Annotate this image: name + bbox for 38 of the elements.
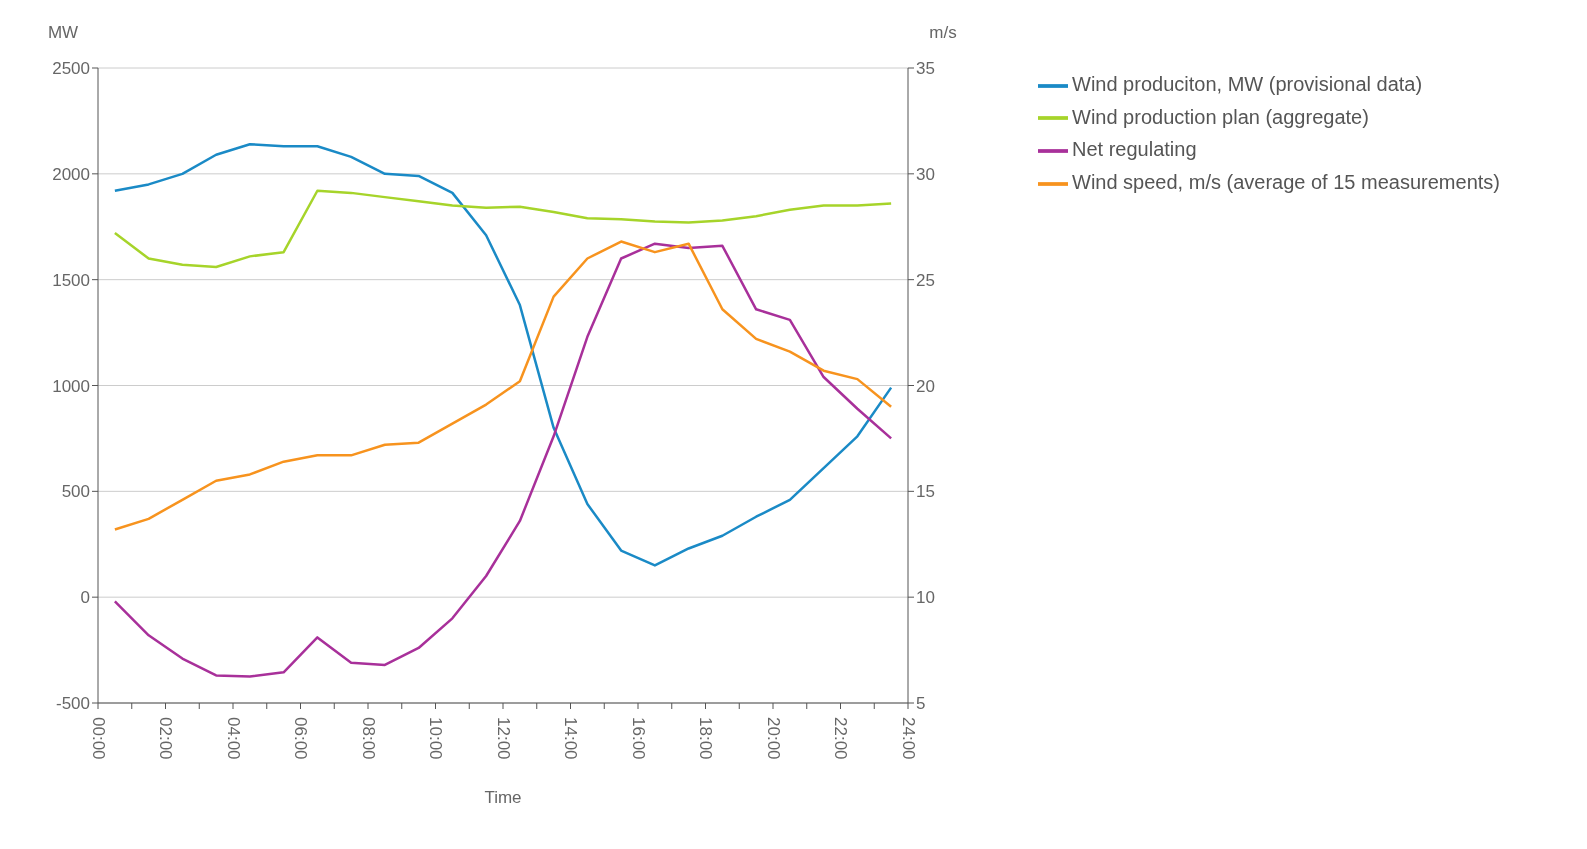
y2-axis-title: m/s bbox=[929, 23, 957, 42]
x-tick-label: 02:00 bbox=[156, 717, 175, 760]
y-tick-label: 2500 bbox=[52, 59, 90, 79]
line-series bbox=[113, 142, 893, 567]
y-tick-label: 2000 bbox=[52, 164, 90, 184]
y-tick-label: 1500 bbox=[52, 270, 90, 290]
x-tick-label: 14:00 bbox=[561, 717, 580, 760]
x-tick-label: 08:00 bbox=[358, 717, 378, 760]
y-tick-label: -500 bbox=[55, 694, 90, 714]
y-tick-label: 500 bbox=[61, 482, 90, 502]
x-tick-label: 16:00 bbox=[628, 717, 648, 760]
y2-tick-label: 20 bbox=[916, 376, 935, 396]
y-tick-label: 0 bbox=[80, 588, 90, 608]
x-tick-label: 12:00 bbox=[493, 717, 513, 760]
x-tick-label: 24:00 bbox=[898, 717, 918, 760]
y2-tick-label: 10 bbox=[916, 588, 935, 608]
x-tick-label: 18:00 bbox=[696, 717, 715, 760]
line-series bbox=[113, 240, 893, 531]
x-axis-title: Time bbox=[484, 788, 522, 807]
y2-tick-label: 25 bbox=[916, 270, 935, 290]
x-tick-label: 20:00 bbox=[763, 717, 783, 760]
legend-label: Wind speed, m/s (average of 15 measurements) bbox=[1072, 171, 1500, 194]
legend-label: Wind produciton, MW (provisional data) bbox=[1072, 73, 1423, 95]
y-tick-label: 1000 bbox=[52, 376, 90, 396]
line-series bbox=[113, 242, 893, 678]
line-series bbox=[113, 189, 893, 269]
y2-tick-label: 15 bbox=[916, 482, 935, 502]
legend-label: Net regulating bbox=[1072, 138, 1197, 161]
legend-label: Wind production plan (aggregate) bbox=[1072, 105, 1369, 128]
x-tick-label: 00:00 bbox=[88, 717, 108, 760]
y2-tick-label: 35 bbox=[916, 59, 935, 79]
y-axis-title: MW bbox=[47, 23, 79, 42]
x-tick-label: 06:00 bbox=[291, 717, 310, 760]
x-tick-label: 10:00 bbox=[426, 717, 445, 760]
y2-tick-label: 5 bbox=[916, 694, 926, 714]
x-tick-label: 04:00 bbox=[223, 717, 243, 760]
x-tick-label: 22:00 bbox=[831, 717, 850, 760]
y2-tick-label: 30 bbox=[916, 164, 935, 184]
